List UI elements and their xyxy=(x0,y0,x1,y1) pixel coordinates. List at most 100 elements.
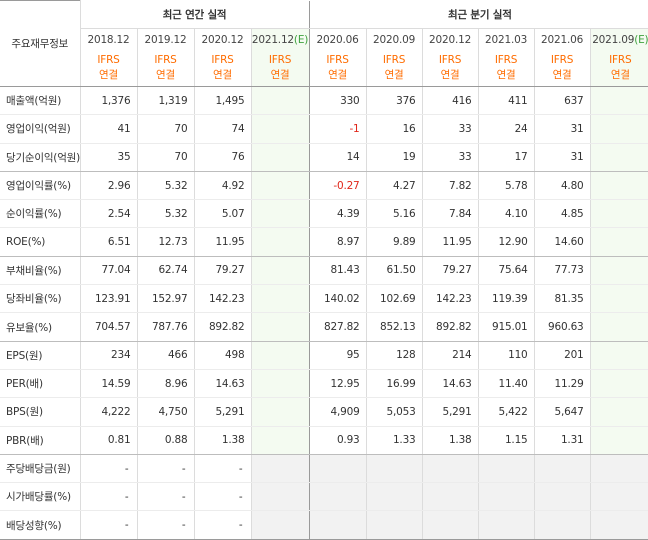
annual-cell: - xyxy=(193,454,251,484)
table-row: ROE(%) 6.51 12.73 11.95 8.97 9.89 11.95 12.90 14… xyxy=(0,227,648,257)
quarter-cell: 637 xyxy=(533,86,591,116)
quarter-cell xyxy=(589,199,648,229)
quarter-cell: 12.90 xyxy=(477,227,535,257)
quarter-cell: 119.39 xyxy=(477,284,535,314)
quarter-cell: 11.29 xyxy=(533,369,591,399)
quarter-cell xyxy=(589,284,648,314)
row-label: BPS(원) xyxy=(0,397,81,427)
annual-cell: 123.91 xyxy=(80,284,137,314)
quarter-cell: 4,909 xyxy=(308,397,367,427)
quarter-cell xyxy=(365,454,423,484)
row-label: 당좌비율(%) xyxy=(0,284,81,314)
row-label: 시가배당률(%) xyxy=(0,482,81,512)
row-label: 순이익률(%) xyxy=(0,199,81,229)
quarter-cell xyxy=(589,171,648,201)
row-label: 배당성향(%) xyxy=(0,510,81,540)
quarter-cell: 5,291 xyxy=(421,397,479,427)
annual-cell: 11.95 xyxy=(193,227,251,257)
quarter-period: 2020.12 xyxy=(421,28,479,51)
annual-cell: 14.59 xyxy=(80,369,137,399)
ifrs-label: IFRS xyxy=(154,53,177,66)
quarter-cell: 140.02 xyxy=(308,284,367,314)
annual-period: 2018.12 xyxy=(87,33,130,46)
annual-cell: 14.63 xyxy=(193,369,251,399)
annual-cell xyxy=(250,482,310,512)
table-row: 영업이익(억원) 41 70 74 -1 16 33 24 31 xyxy=(0,114,648,144)
row-label: PER(배) xyxy=(0,369,81,399)
ifrs-label: IFRS xyxy=(211,53,234,66)
quarter-cell: 102.69 xyxy=(365,284,423,314)
quarter-cell: 31 xyxy=(533,114,591,144)
consolidated-label: 연결 xyxy=(384,68,404,81)
annual-cell: 4.92 xyxy=(193,171,251,201)
quarter-cell: 14.63 xyxy=(421,369,479,399)
quarter-cell: 915.01 xyxy=(477,312,535,342)
quarter-cell: 81.35 xyxy=(533,284,591,314)
annual-cell xyxy=(250,284,310,314)
annual-cell: 5.32 xyxy=(136,199,194,229)
annual-cell: 234 xyxy=(80,341,137,370)
row-label: 당기순이익(억원) xyxy=(0,143,81,172)
quarter-cell: 19 xyxy=(365,143,423,172)
row-label: 매출액(억원) xyxy=(0,86,81,116)
quarter-cell xyxy=(477,482,535,512)
table-row: EPS(원) 234 466 498 95 128 214 110 201 xyxy=(0,341,648,370)
annual-cell xyxy=(250,312,310,342)
annual-cell: 6.51 xyxy=(80,227,137,257)
quarter-cell xyxy=(308,482,367,512)
quarter-cell xyxy=(421,482,479,512)
quarter-cell xyxy=(589,312,648,342)
annual-cell: 5.32 xyxy=(136,171,194,201)
consolidated-label: 연결 xyxy=(328,68,347,81)
quarter-cell: 61.50 xyxy=(365,256,423,286)
quarter-cell xyxy=(477,454,535,484)
quarter-cell: 892.82 xyxy=(421,312,479,342)
row-label: 유보율(%) xyxy=(0,312,81,342)
quarter-cell xyxy=(589,369,648,399)
ifrs-label: IFRS xyxy=(326,53,349,66)
quarter-cell: 11.40 xyxy=(477,369,535,399)
annual-cell xyxy=(250,426,310,455)
row-label: 영업이익(억원) xyxy=(0,114,81,144)
annual-cell: 4,222 xyxy=(80,397,137,427)
quarter-period: 2020.06 xyxy=(308,28,367,51)
quarter-cell: 17 xyxy=(477,143,535,172)
annual-cell: 704.57 xyxy=(80,312,137,342)
quarter-cell: 5,647 xyxy=(533,397,591,427)
quarter-cell: 7.82 xyxy=(421,171,479,201)
ifrs-label: IFRS xyxy=(382,53,406,66)
quarter-group-header: 최근 분기 실적 xyxy=(308,0,648,29)
annual-cell xyxy=(250,397,310,427)
annual-cell xyxy=(250,199,310,229)
annual-cell: 498 xyxy=(193,341,251,370)
row-label: 주당배당금(원) xyxy=(0,454,81,484)
consolidated-label: 연결 xyxy=(270,68,290,81)
ifrs-tag: IFRS 연결 xyxy=(308,50,367,87)
quarter-cell: 9.89 xyxy=(365,227,423,257)
table-row: 유보율(%) 704.57 787.76 892.82 827.82 852.13 892.… xyxy=(0,312,648,342)
annual-cell: 8.96 xyxy=(136,369,194,399)
quarter-cell: 411 xyxy=(477,86,535,116)
quarter-period: 2020.09 xyxy=(365,28,423,51)
estimate-mark: (E) xyxy=(293,33,309,46)
quarter-cell: 214 xyxy=(421,341,479,370)
consolidated-label: 연결 xyxy=(496,68,516,81)
quarter-cell: 31 xyxy=(533,143,591,172)
annual-cell: 466 xyxy=(136,341,194,370)
row-label: 부채비율(%) xyxy=(0,256,81,286)
annual-cell xyxy=(250,454,310,484)
annual-period: 2019.12 xyxy=(136,28,194,51)
annual-cell xyxy=(250,227,310,257)
annual-cell: 142.23 xyxy=(193,284,251,314)
annual-cell: 2.96 xyxy=(80,171,137,201)
quarter-cell: 1.33 xyxy=(365,426,423,455)
quarter-cell: 33 xyxy=(421,143,479,172)
quarter-period: 2021.03 xyxy=(477,28,535,51)
annual-cell: 74 xyxy=(193,114,251,144)
row-label: ROE(%) xyxy=(0,227,81,257)
annual-cell: 70 xyxy=(136,114,194,144)
ifrs-tag: IFRS 연결 xyxy=(533,50,591,87)
annual-cell xyxy=(250,86,310,116)
quarter-cell: 5,422 xyxy=(477,397,535,427)
quarter-cell: -0.27 xyxy=(308,171,367,201)
